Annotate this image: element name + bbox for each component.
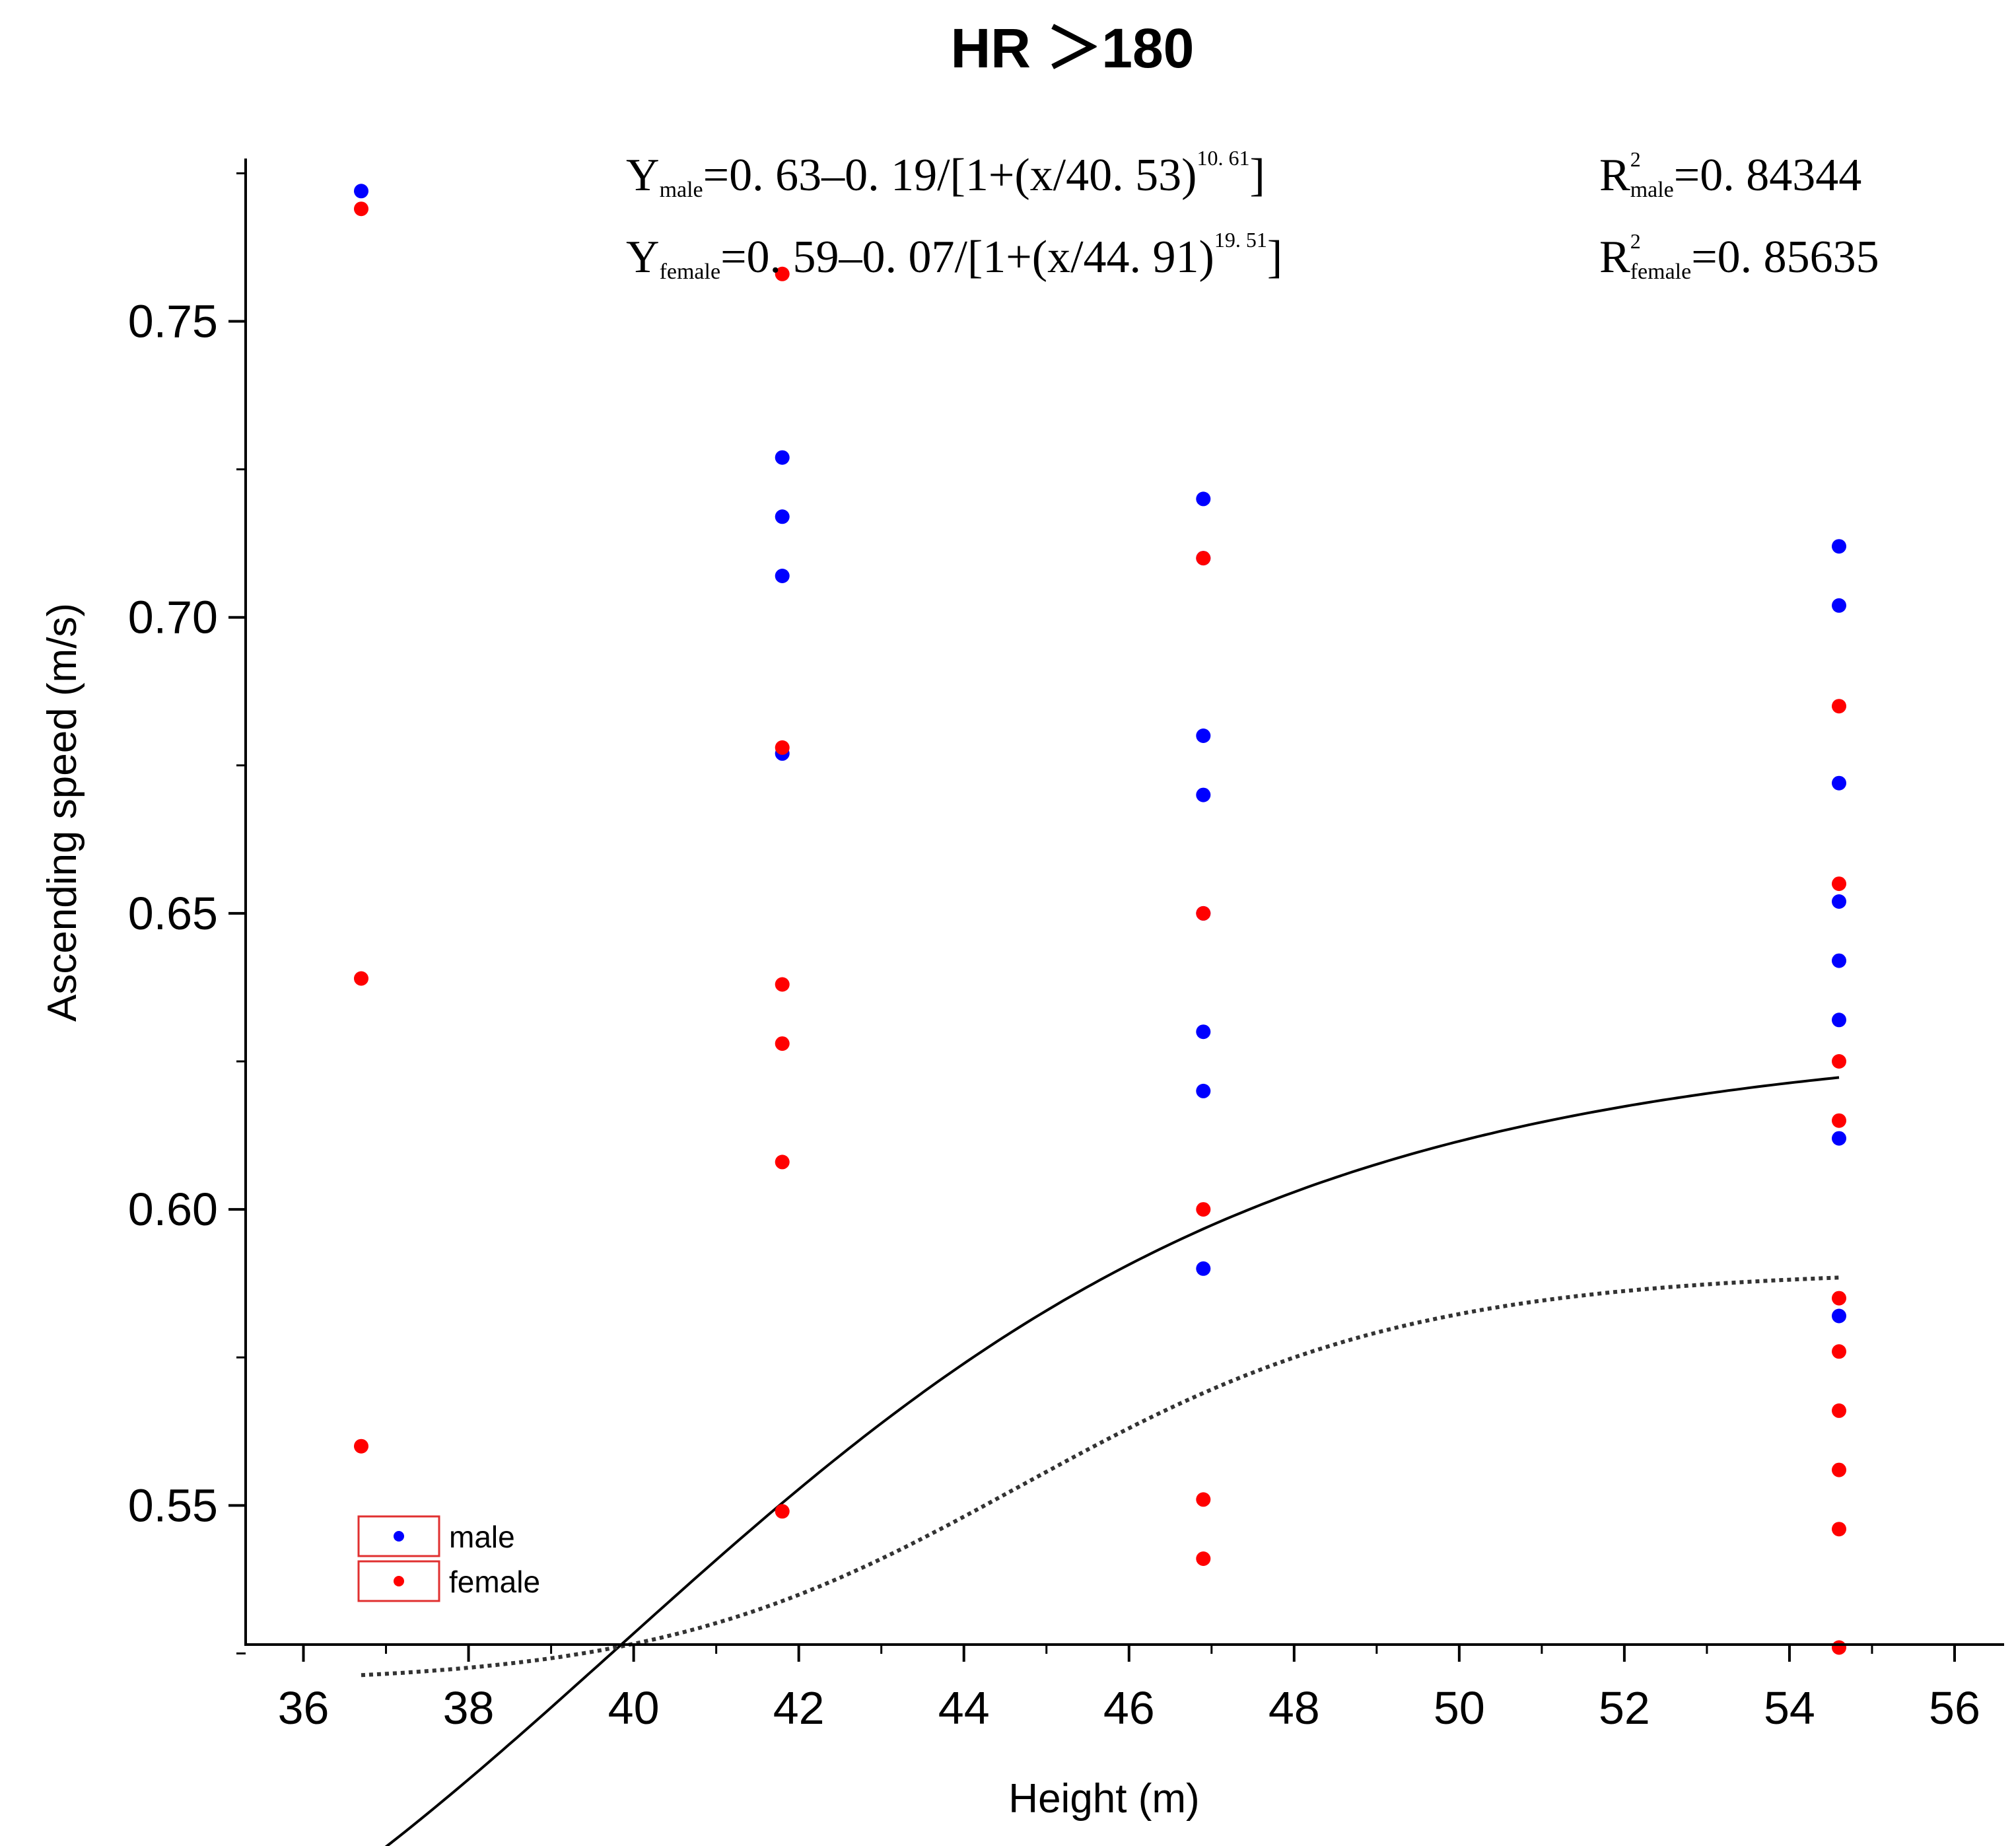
y-tick-label: 0.60 [128,1184,218,1235]
point-female [354,971,368,986]
axes [244,159,2004,1646]
x-axis-title: Height (m) [1008,1776,1199,1822]
x-tick-label: 36 [278,1682,330,1734]
eq-female-sub: female [660,260,721,284]
point-female [1832,1113,1846,1128]
r2-male-sub: male [1630,178,1674,202]
point-female [1196,905,1211,921]
y-tick-label: 0.75 [128,296,218,347]
point-male [1196,787,1211,802]
point-male [1196,728,1211,743]
point-female [1832,1344,1846,1359]
point-female [1832,699,1846,714]
x-tick-label: 44 [938,1682,990,1734]
point-female [1832,1403,1846,1418]
point-male [1196,1024,1211,1040]
eq-male-close: ] [1249,150,1265,201]
legend-female-label: female [449,1565,540,1599]
point-male [1196,1261,1211,1276]
x-tick-label: 46 [1103,1682,1155,1734]
point-male [1196,1083,1211,1098]
eq-female-y: Y [626,232,660,283]
eq-male-body: =0. 63‒0. 19/[1+(x/40. 53) [703,150,1197,201]
point-female [1832,1522,1846,1537]
x-tick-label: 54 [1764,1682,1815,1734]
r2-female-value: =0. 85635 [1691,232,1879,283]
point-female [354,1438,368,1454]
r2-female-r: R [1599,232,1630,283]
x-tick-label: 40 [608,1682,660,1734]
point-male [775,450,790,465]
point-female [1196,1202,1211,1217]
r2-male-sup: 2 [1630,147,1641,171]
point-male [1832,953,1846,968]
y-tick-label: 0.55 [128,1479,218,1531]
point-female [1832,1462,1846,1477]
x-tick-label: 50 [1434,1682,1485,1734]
y-tick-label: 0.65 [128,888,218,939]
fit-curve-female [361,1275,1840,1678]
point-male [1832,598,1846,613]
eq-male-y: Y [626,150,660,201]
x-tick-label: 38 [443,1682,495,1734]
x-tick-label: 42 [773,1682,825,1734]
eq-female-close: ] [1267,232,1282,283]
r2-female-sub: female [1630,260,1692,284]
point-male [1832,775,1846,791]
point-male [1832,1308,1846,1324]
point-male [775,569,790,583]
legend-female-box [357,1560,440,1602]
point-female [1196,1551,1211,1566]
legend-male-box [357,1515,440,1557]
point-male [1832,539,1846,554]
legend-male-label: male [449,1520,515,1554]
legend-female-marker [394,1576,404,1586]
point-female [1196,551,1211,566]
point-female [775,1504,790,1519]
eq-male-exponent: 10. 61 [1197,146,1249,170]
point-male [775,509,790,524]
point-female [775,1154,790,1170]
legend-male-marker [394,1531,404,1542]
r2-male-value: =0. 84344 [1674,150,1861,201]
point-female [1832,1054,1846,1069]
point-female [775,266,790,281]
eq-female-body: =0. 59‒0. 07/[1+(x/44. 91) [720,232,1214,283]
point-female [775,1036,790,1051]
y-tick-label: 0.70 [128,592,218,643]
point-male [1832,1131,1846,1146]
y-ticks: 0.55 0.60 0.65 0.70 0.75 [128,172,246,1654]
point-female [775,977,790,992]
fit-curve-male [384,1076,1840,1846]
point-male [1832,1012,1846,1028]
x-tick-label: 56 [1929,1682,1980,1734]
x-tick-label: 52 [1599,1682,1650,1734]
equation-male: Ymale=0. 63‒0. 19/[1+(x/40. 53)10. 61] [626,146,1265,202]
x-tick-label: 48 [1269,1682,1320,1734]
point-female [354,201,368,217]
x-ticks: 36 38 40 42 44 46 48 50 52 54 56 [278,1645,1980,1734]
y-axis-title: Ascending speed (m/s) [40,603,85,1022]
point-male [1832,894,1846,909]
point-male [1196,491,1211,507]
point-male [354,184,368,199]
legend: male female [357,1515,540,1602]
fit-curves [361,1076,1840,1846]
point-female [1832,1640,1846,1655]
data-points [354,184,1846,1655]
eq-female-exponent: 19. 51 [1214,228,1267,252]
chart-title: HR ＞180 [951,17,1195,79]
point-female [1832,876,1846,892]
r2-female-sup: 2 [1630,229,1641,253]
r2-female: R2 female=0. 85635 [1599,229,1879,284]
point-female [775,740,790,755]
point-female [1196,1492,1211,1507]
equation-female: Yfemale=0. 59‒0. 07/[1+(x/44. 91)19. 51] [626,228,1282,284]
r2-male-r: R [1599,150,1630,201]
point-female [1832,1291,1846,1306]
eq-male-sub: male [660,178,703,202]
r2-male: R2 male=0. 84344 [1599,147,1861,202]
